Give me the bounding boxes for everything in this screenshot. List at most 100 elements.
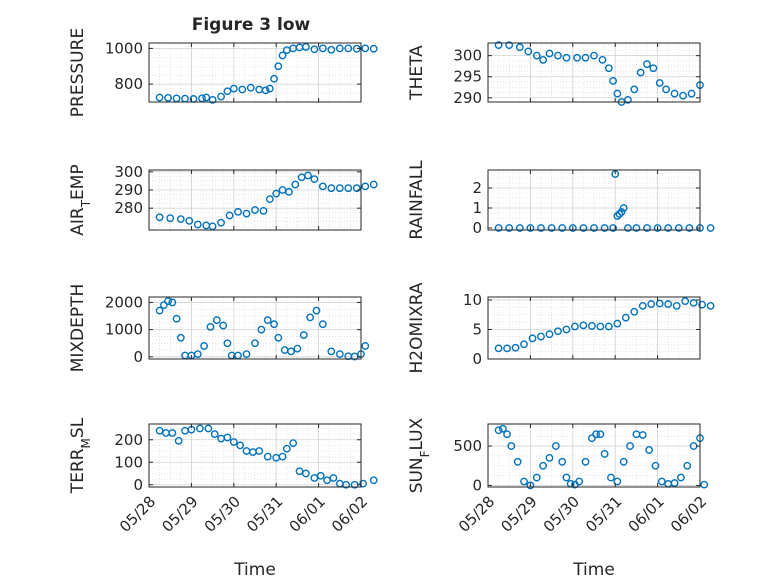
y-tick-label: 0 [472,476,482,494]
data-point [681,297,690,306]
data-point [316,471,325,480]
data-point [621,313,630,322]
data-point [596,430,605,439]
data-point [554,51,562,60]
y-tick-label: 500 [453,437,482,455]
y-tick-label: 280 [114,199,143,217]
data-point [655,79,664,87]
data-point [617,208,626,216]
data-point [511,343,520,352]
data-point [272,189,281,198]
data-point [176,215,185,223]
data-point [587,322,596,330]
data-point [289,439,298,448]
subplot-5: 0 1000 2000 MIXDEPTH [68,284,370,372]
data-point [632,224,641,232]
data-point [369,476,378,485]
data-point [587,434,596,443]
data-point [613,212,622,220]
subplot-2: 290 295 300 THETA [407,41,704,107]
data-point [698,300,707,309]
y-tick-label: 800 [114,75,143,93]
data-point [206,323,215,331]
data-point [590,51,598,60]
data-point [581,457,590,466]
data-point [329,474,338,482]
data-point [242,209,251,218]
data-point [246,83,255,92]
data-point [359,479,368,488]
x-tick-label: 05/29 [158,493,201,536]
data-point [301,43,310,51]
data-point [700,480,709,489]
data-point [195,424,204,433]
data-point [630,85,639,94]
data-point [223,87,232,96]
data-point [581,53,590,62]
data-point [515,43,524,52]
data-point [312,306,321,315]
data-point [624,224,632,232]
data-point [592,430,601,439]
axes-box [487,296,701,360]
data-point [655,299,664,308]
subplot-4: 0 1 2 RAINFALL [407,160,715,240]
figure-title: Figure 3 low [192,15,311,35]
data-point [265,84,274,93]
data-point [672,301,681,310]
y-tick-label: 295 [453,68,482,86]
data-point [229,84,238,93]
data-point [234,207,242,216]
data-point [193,220,202,229]
y-axis-label: SUNFLUX [407,417,432,493]
data-point [263,452,272,461]
data-point [185,217,194,225]
data-point [282,444,291,453]
data-point [604,322,613,331]
y-tick-label: 290 [453,89,482,107]
x-tick-label: 05/28 [116,493,159,536]
data-point [270,74,278,83]
y-axis-label: RAINFALL [407,160,427,240]
data-point [600,224,609,232]
x-tick-label: 05/31 [582,493,625,536]
axes-box [148,42,362,103]
data-point [554,327,562,336]
data-point [291,180,300,189]
y-tick-label: 10 [463,291,482,309]
data-point [335,350,344,359]
data-point [168,298,177,307]
y-axis-label: H2OMIXRA [407,282,427,373]
data-point [613,477,622,486]
y-tick-label: 290 [114,181,143,199]
data-point [539,55,548,64]
data-point [532,473,541,482]
x-tick-label: 05/28 [455,493,498,536]
data-point [259,207,268,215]
y-tick-label: 0 [472,219,482,237]
data-point [528,334,537,343]
data-point [287,347,295,356]
data-point [210,430,219,439]
data-point [613,319,622,328]
data-point [526,224,535,232]
data-point [662,85,670,94]
axes-box [487,423,701,488]
data-point [193,350,202,359]
axes-box [148,296,362,360]
y-tick-label: 0 [133,348,143,366]
y-tick-label: 0 [133,476,143,494]
data-point [638,301,647,310]
data-point [274,62,283,71]
data-point [562,53,571,62]
data-point [683,461,692,470]
data-point [579,224,588,232]
data-point [369,180,378,189]
data-point [520,477,528,486]
data-point [503,430,511,439]
data-point [619,457,628,466]
data-point [238,85,247,94]
data-point [327,45,336,54]
data-point [327,184,336,193]
